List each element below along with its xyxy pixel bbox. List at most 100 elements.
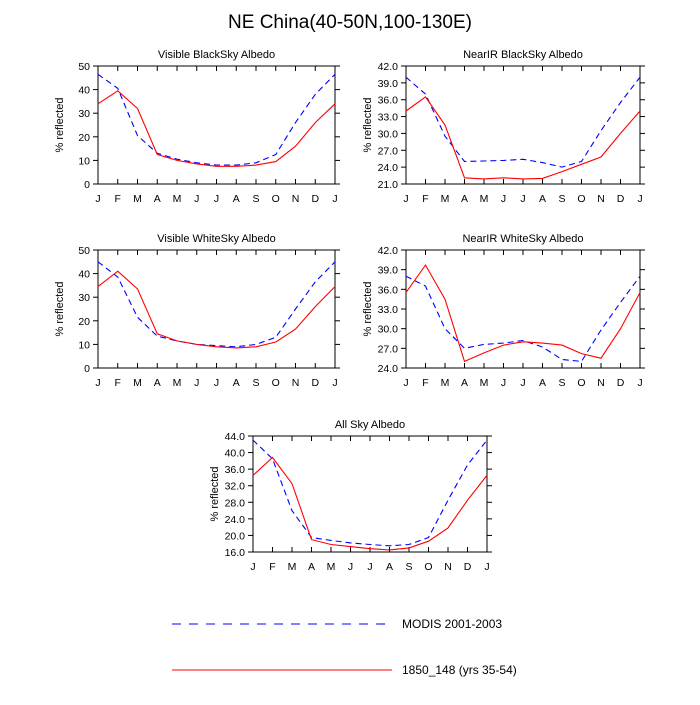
x-tick-label: J — [637, 377, 642, 389]
y-tick-label: 50 — [78, 61, 90, 73]
x-tick-label: M — [480, 377, 489, 389]
x-tick-label: J — [194, 377, 199, 389]
y-tick-label: 24.0 — [378, 363, 399, 375]
series-line-model — [97, 90, 336, 167]
x-tick-label: D — [617, 193, 625, 205]
x-tick-label: J — [332, 193, 337, 205]
x-tick-label: F — [269, 561, 275, 573]
x-tick-label: M — [173, 193, 182, 205]
y-tick-label: 40 — [78, 85, 90, 97]
x-tick-label: O — [272, 193, 280, 205]
x-tick-label: N — [444, 561, 452, 573]
x-tick-label: M — [441, 193, 450, 205]
x-tick-label: J — [484, 561, 489, 573]
y-tick-label: 21.0 — [378, 179, 399, 191]
chart-title: NearIR BlackSky Albedo — [463, 49, 583, 61]
x-tick-label: D — [617, 377, 625, 389]
series-line-modis — [252, 439, 488, 547]
y-tick-label: 32.0 — [225, 481, 246, 493]
series-line-model — [252, 456, 488, 551]
x-tick-label: S — [252, 377, 259, 389]
x-tick-label: M — [133, 377, 142, 389]
x-tick-label: M — [480, 193, 489, 205]
x-tick-label: J — [95, 193, 100, 205]
x-tick-label: J — [367, 561, 372, 573]
chart-title: Visible BlackSky Albedo — [158, 49, 275, 61]
x-tick-label: J — [194, 193, 199, 205]
x-tick-label: F — [422, 193, 428, 205]
y-tick-label: 33.0 — [378, 304, 399, 316]
y-tick-label: 36.0 — [378, 95, 399, 107]
y-tick-label: 33.0 — [378, 112, 399, 124]
y-tick-label: 27.0 — [378, 343, 399, 355]
x-tick-label: J — [403, 377, 408, 389]
y-tick-label: 42.0 — [378, 245, 399, 257]
x-tick-label: N — [292, 377, 300, 389]
x-tick-label: A — [154, 193, 161, 205]
y-tick-label: 30 — [78, 108, 90, 120]
y-tick-label: 36.0 — [225, 464, 246, 476]
x-tick-label: S — [558, 193, 565, 205]
x-tick-label: A — [539, 377, 546, 389]
x-tick-label: O — [577, 193, 585, 205]
x-tick-label: A — [461, 193, 468, 205]
y-axis-label: % reflected — [54, 97, 66, 152]
x-tick-label: M — [327, 561, 336, 573]
x-tick-label: M — [288, 561, 297, 573]
legend-label-model: 1850_148 (yrs 35-54) — [402, 663, 517, 677]
y-tick-label: 39.0 — [378, 78, 399, 90]
x-tick-label: M — [441, 377, 450, 389]
y-axis-label: % reflected — [362, 97, 374, 152]
x-tick-label: A — [233, 377, 240, 389]
series-line-modis — [97, 73, 336, 166]
y-tick-label: 0 — [84, 363, 90, 375]
x-tick-label: J — [250, 561, 255, 573]
x-tick-label: S — [558, 377, 565, 389]
plot-frame — [405, 65, 641, 185]
x-tick-label: N — [292, 193, 300, 205]
x-tick-label: J — [501, 377, 506, 389]
x-tick-label: J — [501, 193, 506, 205]
y-tick-label: 27.0 — [378, 145, 399, 157]
y-tick-label: 24.0 — [225, 514, 246, 526]
y-axis-label: % reflected — [54, 281, 66, 336]
series-line-model — [405, 264, 641, 363]
y-tick-label: 28.0 — [225, 497, 246, 509]
y-tick-label: 30.0 — [378, 128, 399, 140]
y-tick-label: 39.0 — [378, 265, 399, 277]
x-tick-label: A — [154, 377, 161, 389]
series-line-model — [405, 96, 641, 180]
series-line-model — [97, 270, 336, 349]
x-tick-label: J — [520, 377, 525, 389]
x-tick-label: J — [95, 377, 100, 389]
y-tick-label: 10 — [78, 155, 90, 167]
y-tick-label: 50 — [78, 245, 90, 257]
y-tick-label: 20 — [78, 132, 90, 144]
series-line-modis — [405, 76, 641, 168]
x-tick-label: A — [539, 193, 546, 205]
x-tick-label: F — [422, 377, 428, 389]
x-tick-label: F — [115, 377, 121, 389]
chart-title: NearIR WhiteSky Albedo — [462, 233, 583, 245]
series-line-modis — [97, 261, 336, 348]
y-axis-label: % reflected — [362, 281, 374, 336]
x-tick-label: J — [348, 561, 353, 573]
x-tick-label: O — [424, 561, 432, 573]
x-tick-label: N — [597, 193, 605, 205]
y-tick-label: 42.0 — [378, 61, 399, 73]
y-tick-label: 0 — [84, 179, 90, 191]
y-tick-label: 44.0 — [225, 431, 246, 443]
chart-title: Visible WhiteSky Albedo — [157, 233, 275, 245]
series-line-modis — [405, 275, 641, 362]
x-tick-label: J — [637, 193, 642, 205]
x-tick-label: S — [405, 561, 412, 573]
legend: MODIS 2001-2003 1850_148 (yrs 35-54) — [172, 617, 517, 677]
y-tick-label: 20 — [78, 316, 90, 328]
